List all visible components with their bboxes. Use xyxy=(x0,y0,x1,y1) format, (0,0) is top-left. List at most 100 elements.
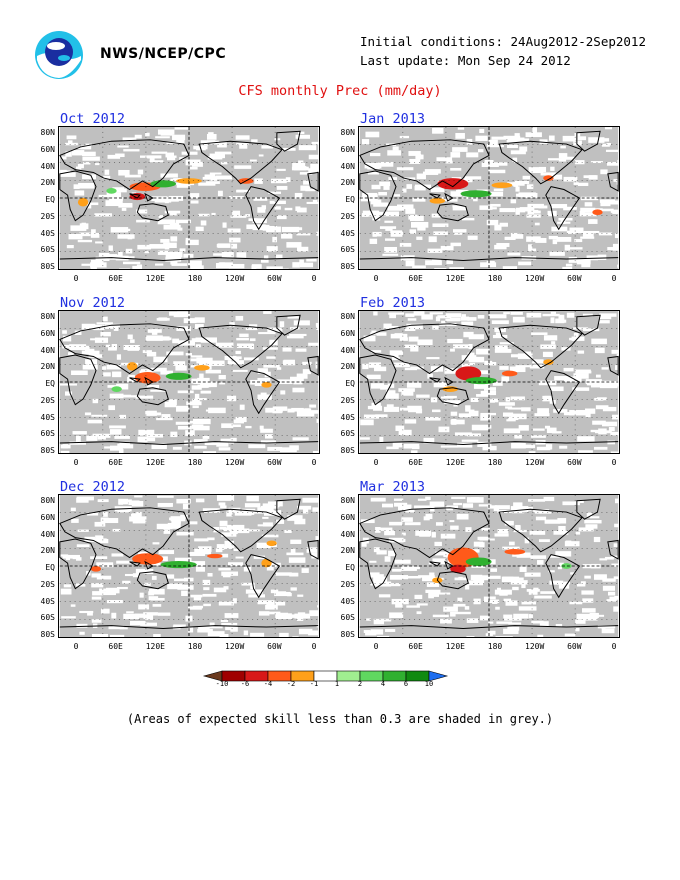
lon-label: 60W xyxy=(567,274,582,283)
lat-label: 20N xyxy=(340,546,355,556)
lat-label: 60S xyxy=(40,613,55,623)
noaa-logo-icon xyxy=(35,31,83,79)
lat-label: 40N xyxy=(40,345,55,355)
lon-label: 180 xyxy=(487,458,503,467)
lon-label: 120E xyxy=(145,642,165,651)
lon-label: 60E xyxy=(108,642,123,651)
lon-label: 120W xyxy=(525,458,545,467)
lat-label: 60S xyxy=(340,613,355,623)
colorbar-label: -2 xyxy=(286,680,296,688)
lat-label: 20S xyxy=(40,395,55,405)
lon-label: 0 xyxy=(311,458,317,467)
colorbar-label: -1 xyxy=(309,680,319,688)
lat-label: 80S xyxy=(340,262,355,271)
lat-label: 40S xyxy=(40,412,55,422)
lon-label: 60E xyxy=(408,274,423,283)
lon-label: 60E xyxy=(408,642,423,651)
lon-label: 60E xyxy=(108,274,123,283)
map-dec-2012 xyxy=(58,494,320,638)
lon-label: 0 xyxy=(373,274,379,283)
lat-label: 40N xyxy=(340,161,355,171)
colorbar-label: 6 xyxy=(403,680,409,688)
lat-label: 60N xyxy=(40,328,55,338)
lat-label: 40S xyxy=(340,412,355,422)
lat-label: EQ xyxy=(345,563,355,572)
lat-label: 40N xyxy=(340,345,355,355)
lat-label: 20S xyxy=(340,395,355,405)
lat-label: 60S xyxy=(340,245,355,255)
lat-label: 40N xyxy=(40,529,55,539)
lat-label: EQ xyxy=(45,379,55,388)
panel-title-dec-2012: Dec 2012 xyxy=(60,479,126,495)
panel-title-mar-2013: Mar 2013 xyxy=(360,479,426,495)
footnote: (Areas of expected skill less than 0.3 a… xyxy=(126,712,554,726)
lon-label: 60W xyxy=(267,458,282,467)
panel-title-jan-2013: Jan 2013 xyxy=(360,111,426,127)
lat-label: 40N xyxy=(340,529,355,539)
lon-label: 0 xyxy=(611,274,617,283)
org-name: NWS/NCEP/CPC xyxy=(100,46,227,62)
colorbar-label: -10 xyxy=(215,680,229,688)
lat-label: 80S xyxy=(340,630,355,639)
map-oct-2012 xyxy=(58,126,320,270)
lat-label: 60S xyxy=(40,245,55,255)
lat-label: 20S xyxy=(40,579,55,589)
lat-label: 80N xyxy=(340,496,355,505)
colorbar xyxy=(202,670,449,682)
colorbar-label: -4 xyxy=(263,680,273,688)
lat-label: 20S xyxy=(40,211,55,221)
map-jan-2013 xyxy=(358,126,620,270)
colorbar-label: 10 xyxy=(424,680,434,688)
lat-label: 60S xyxy=(40,429,55,439)
colorbar-label: 1 xyxy=(334,680,340,688)
lon-label: 60W xyxy=(567,458,582,467)
lat-label: 20N xyxy=(40,546,55,556)
lat-label: EQ xyxy=(345,379,355,388)
lon-label: 0 xyxy=(611,458,617,467)
lat-label: 20N xyxy=(340,178,355,188)
lon-label: 120E xyxy=(445,274,465,283)
lat-label: 20N xyxy=(40,362,55,372)
lon-label: 120W xyxy=(525,274,545,283)
lon-label: 180 xyxy=(187,274,203,283)
lat-label: 80S xyxy=(340,446,355,455)
lon-label: 180 xyxy=(487,642,503,651)
panel-title-oct-2012: Oct 2012 xyxy=(60,111,126,127)
colorbar-label: -6 xyxy=(240,680,250,688)
lat-label: 80S xyxy=(40,630,55,639)
lat-label: 60N xyxy=(340,144,355,154)
lat-label: EQ xyxy=(45,563,55,572)
lon-label: 120W xyxy=(225,458,245,467)
lat-label: 60N xyxy=(340,512,355,522)
map-nov-2012 xyxy=(58,310,320,454)
lon-label: 0 xyxy=(73,458,79,467)
page-title: CFS monthly Prec (mm/day) xyxy=(238,83,442,99)
lon-label: 120W xyxy=(525,642,545,651)
colorbar-label: 4 xyxy=(380,680,386,688)
lon-label: 120W xyxy=(225,642,245,651)
lat-label: 20S xyxy=(340,211,355,221)
lat-label: 20S xyxy=(340,579,355,589)
lon-label: 120W xyxy=(225,274,245,283)
lat-label: 40S xyxy=(340,596,355,606)
lat-label: 80N xyxy=(340,128,355,137)
lat-label: 20N xyxy=(40,178,55,188)
lon-label: 120E xyxy=(145,458,165,467)
lon-label: 0 xyxy=(311,274,317,283)
lat-label: 80N xyxy=(40,496,55,505)
lon-label: 120E xyxy=(445,458,465,467)
lon-label: 0 xyxy=(73,642,79,651)
lon-label: 120E xyxy=(445,642,465,651)
colorbar-label: 2 xyxy=(357,680,363,688)
lat-label: 20N xyxy=(340,362,355,372)
lon-label: 0 xyxy=(373,642,379,651)
map-feb-2013 xyxy=(358,310,620,454)
panel-title-nov-2012: Nov 2012 xyxy=(60,295,126,311)
lon-label: 120E xyxy=(145,274,165,283)
lon-label: 60E xyxy=(408,458,423,467)
lat-label: 40S xyxy=(40,228,55,238)
lat-label: 40S xyxy=(340,228,355,238)
lon-label: 0 xyxy=(611,642,617,651)
lat-label: 80N xyxy=(40,128,55,137)
lon-label: 180 xyxy=(187,458,203,467)
